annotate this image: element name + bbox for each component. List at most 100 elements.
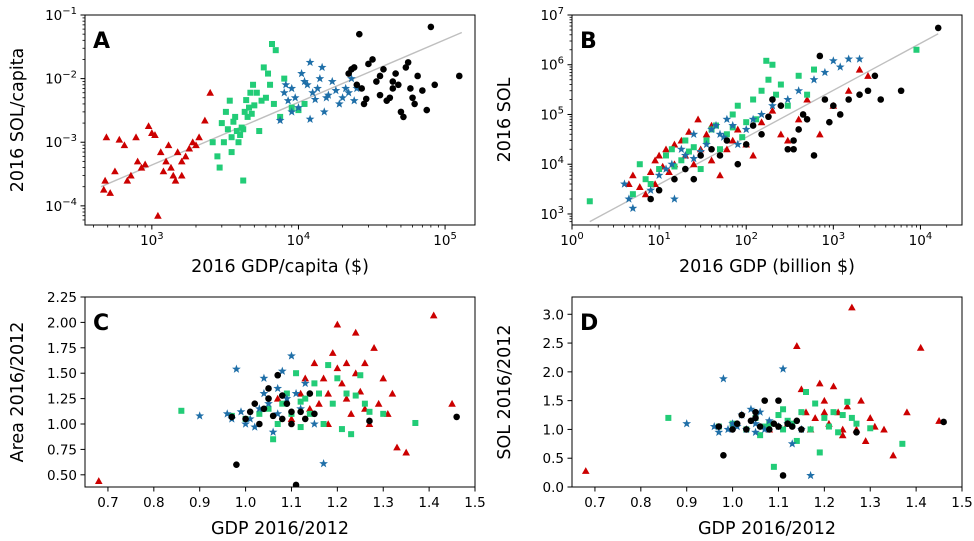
data-point-star: [319, 459, 328, 468]
x-tick-label: 105: [433, 231, 457, 249]
data-point-triangle: [429, 311, 438, 319]
data-point-square: [913, 46, 920, 53]
data-point-square: [243, 97, 250, 104]
y-axis-label: Area 2016/2012: [8, 322, 28, 463]
data-point-star: [806, 470, 815, 480]
data-point-square: [178, 407, 185, 414]
data-point-square: [265, 70, 272, 77]
data-point-square: [586, 198, 593, 205]
data-point-circle: [373, 78, 380, 85]
data-point-triangle: [115, 135, 124, 143]
data-point-star: [768, 101, 777, 110]
data-point-star: [855, 54, 864, 63]
data-point-star: [715, 129, 725, 138]
data-point-circle: [278, 415, 286, 423]
data-point-square: [734, 102, 741, 109]
data-point-circle: [362, 95, 370, 103]
y-tick-label: 2.5: [543, 336, 564, 352]
y-tick-label: 0.75: [47, 442, 77, 458]
y-tick-label: 1.50: [47, 366, 77, 382]
data-point-star: [828, 56, 838, 65]
plot-area: [586, 24, 942, 223]
data-point-square: [773, 91, 780, 98]
data-point-circle: [251, 400, 259, 407]
data-point-square: [311, 380, 318, 387]
data-point-square: [780, 406, 787, 413]
data-point-circle: [647, 195, 654, 203]
data-point-square: [240, 126, 247, 133]
x-tick-label: 1.3: [372, 495, 393, 511]
data-point-square: [297, 424, 304, 431]
data-point-star: [707, 124, 716, 134]
y-axis-label: 2016 SOL: [495, 77, 515, 162]
data-point-triangle: [866, 414, 875, 421]
data-point-square: [798, 409, 805, 416]
data-point-square: [209, 139, 216, 146]
data-point-circle: [409, 94, 416, 102]
data-point-circle: [256, 420, 263, 428]
data-point-square: [218, 120, 225, 127]
data-point-circle: [715, 423, 723, 430]
data-point-star: [281, 80, 291, 89]
data-point-triangle: [651, 156, 659, 164]
data-point-circle: [871, 72, 879, 80]
data-point-square: [656, 166, 663, 173]
data-point-star: [794, 86, 804, 95]
y-tick-label: 1.0: [543, 422, 564, 438]
data-point-circle: [777, 102, 785, 110]
x-tick-label: 103: [140, 231, 164, 249]
data-point-circle: [419, 87, 426, 94]
data-point-circle: [260, 405, 268, 413]
y-tick-label: 10−1: [45, 6, 77, 24]
data-point-square: [682, 137, 689, 144]
data-point-square: [765, 76, 772, 83]
data-point-square: [899, 440, 906, 447]
data-point-square: [235, 139, 242, 146]
data-point-square: [830, 409, 837, 416]
data-point-square: [793, 437, 800, 444]
data-point-square: [343, 390, 350, 397]
data-point-square: [220, 139, 227, 146]
data-point-circle: [288, 408, 295, 416]
data-point-circle: [246, 408, 254, 416]
data-point-star: [751, 419, 760, 428]
data-point-circle: [790, 145, 797, 153]
data-point-star: [259, 388, 269, 398]
data-point-triangle: [728, 136, 737, 144]
data-point-circle: [455, 72, 463, 80]
data-point-square: [348, 431, 355, 438]
data-point-square: [853, 420, 860, 427]
data-point-triangle: [670, 140, 679, 148]
data-point-star: [290, 93, 300, 102]
data-point-star: [746, 404, 756, 413]
y-tick-label: 0.50: [47, 468, 77, 484]
data-point-circle: [788, 423, 796, 430]
data-point-star: [689, 153, 699, 163]
data-point-square: [281, 75, 288, 82]
data-point-triangle: [181, 152, 190, 160]
data-point-triangle: [102, 133, 111, 141]
data-point-triangle: [99, 185, 108, 193]
data-point-square: [224, 126, 231, 133]
y-tick-label: 1.25: [47, 392, 77, 408]
data-point-square: [306, 410, 313, 417]
data-point-square: [316, 390, 322, 397]
data-point-circle: [864, 87, 872, 95]
data-point-square: [366, 408, 373, 415]
panel-label: C: [93, 311, 109, 336]
plot-area: [94, 311, 460, 487]
data-point-triangle: [803, 95, 811, 103]
data-point-square: [671, 163, 678, 170]
data-point-triangle: [815, 379, 824, 387]
data-point-square: [232, 113, 239, 120]
data-point-circle: [402, 64, 410, 71]
data-point-square: [844, 398, 851, 405]
data-point-star: [764, 416, 774, 425]
data-point-star: [297, 68, 306, 78]
data-point-triangle: [333, 364, 342, 372]
data-point-circle: [311, 410, 318, 418]
data-point-triangle: [374, 399, 383, 407]
data-point-circle: [365, 60, 372, 68]
y-tick-label: 1.00: [47, 417, 77, 433]
data-point-circle: [798, 426, 805, 433]
